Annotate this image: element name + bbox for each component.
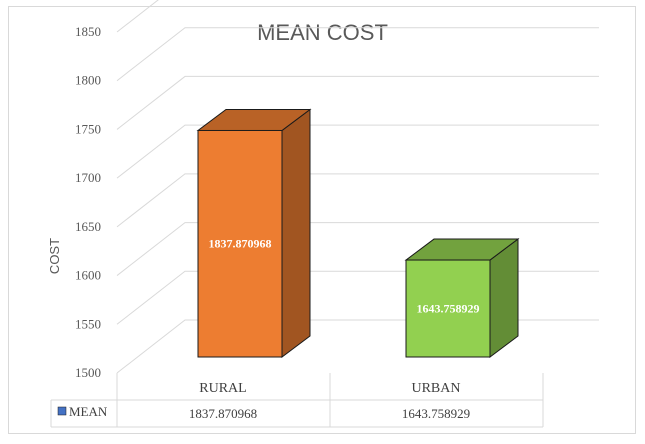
- gridline: [116, 222, 599, 276]
- data-label: 1837.870968: [209, 237, 272, 251]
- x-category-label: URBAN: [411, 381, 460, 396]
- bar-urban: 1643.758929: [404, 238, 520, 358]
- y-tick-label: 1550: [75, 316, 101, 331]
- legend-series-name: MEAN: [69, 404, 108, 419]
- bar-front-face: [405, 259, 491, 358]
- y-tick-label: 1700: [75, 170, 101, 185]
- legend-swatch: [57, 406, 67, 416]
- y-axis-ticks: 1500 1550 1600 1650 1700 1750 1800 1850: [75, 24, 101, 380]
- table-value-cell: 1837.870968: [189, 406, 257, 421]
- gridline: [116, 124, 599, 179]
- gridline: [116, 0, 159, 33]
- y-tick-label: 1600: [75, 268, 101, 283]
- gridline: [116, 173, 599, 228]
- chart-title: MEAN COST: [257, 20, 388, 45]
- y-axis-label: COST: [47, 238, 62, 274]
- gridline: [116, 75, 599, 130]
- gridline: [116, 319, 599, 374]
- y-tick-label: 1750: [75, 121, 101, 136]
- gridline: [116, 270, 599, 325]
- y-tick-label: 1500: [75, 365, 101, 380]
- bar-rural: 1837.870968: [196, 108, 312, 358]
- y-tick-label: 1650: [75, 219, 101, 234]
- x-category-label: RURAL: [199, 381, 246, 396]
- chart-walls: [116, 0, 599, 374]
- gridline: [116, 27, 599, 82]
- bar-front-face: [197, 129, 283, 358]
- data-label: 1643.758929: [417, 302, 480, 316]
- bars: 1837.870968 1643.758929: [196, 108, 520, 358]
- chart-frame: [8, 6, 636, 434]
- y-tick-label: 1850: [75, 24, 101, 39]
- y-tick-label: 1800: [75, 73, 101, 88]
- data-table: RURAL 1837.870968 URBAN 1643.758929 MEAN: [50, 373, 544, 428]
- table-value-cell: 1643.758929: [402, 406, 470, 421]
- bar-side-face: [281, 108, 311, 358]
